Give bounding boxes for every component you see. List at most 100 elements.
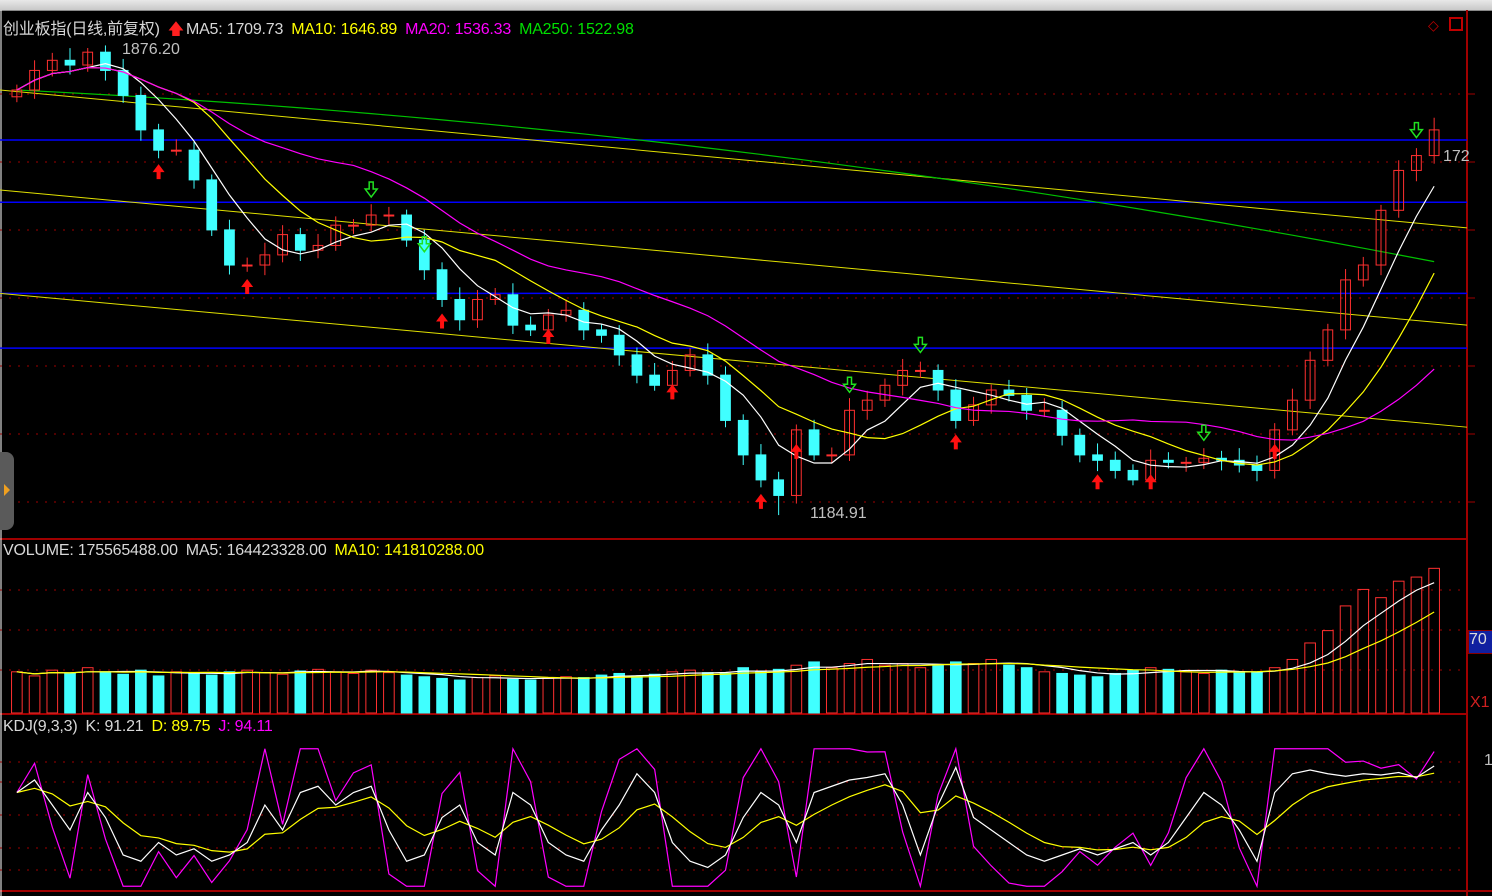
candle-body — [808, 429, 820, 456]
volume-bar — [1109, 672, 1122, 714]
volume-bar — [684, 669, 696, 714]
candle-body — [46, 59, 58, 71]
volume-bar — [489, 675, 502, 714]
main-header: 创业板指(日线,前复权) 🡅 MA5: 1709.73 MA10: 1646.89 MA… — [3, 15, 642, 45]
layout-icon[interactable] — [1449, 17, 1463, 31]
buy-arrow-icon — [436, 313, 449, 329]
volume-bar — [560, 676, 572, 714]
candle-body — [1287, 399, 1298, 431]
price-label: 172 — [1443, 148, 1470, 165]
candle-body — [702, 354, 714, 376]
candle-body — [1180, 461, 1192, 464]
candle-body — [100, 51, 111, 71]
volume-bar — [577, 677, 590, 714]
candle-body — [915, 369, 926, 372]
candle-body — [489, 294, 501, 300]
candle-body — [897, 369, 909, 386]
volume-bar — [312, 668, 324, 714]
volume-bar — [117, 673, 129, 714]
candle-body — [383, 214, 395, 217]
volume-bar — [879, 664, 891, 714]
volume-ma5: MA5: 164423328.00 — [185, 542, 327, 559]
volume-bar — [347, 672, 360, 714]
kdj-j-line — [16, 746, 1435, 889]
diamond-icon[interactable]: ◇ — [1428, 17, 1439, 33]
kdj-d-line — [16, 772, 1435, 853]
volume-bar — [188, 672, 200, 714]
candle-body — [1198, 457, 1210, 463]
volume-bar — [1286, 658, 1299, 714]
volume-bar — [1074, 674, 1086, 714]
candle-body — [773, 479, 785, 496]
buy-arrow-icon — [790, 443, 803, 459]
ma250-line — [16, 89, 1435, 263]
buy-arrow-icon — [1091, 474, 1104, 490]
candle-body — [720, 374, 731, 421]
volume-bar — [1038, 671, 1051, 714]
volume-bar — [825, 667, 838, 714]
buy-arrow-icon — [152, 164, 165, 180]
toolbar — [0, 0, 1492, 11]
candle-body — [1003, 389, 1015, 396]
buy-arrow-icon — [542, 329, 555, 345]
candle-body — [1039, 409, 1050, 412]
candle-body — [525, 324, 536, 331]
candle-body — [737, 419, 749, 456]
kdj-d: D: 89.75 — [151, 718, 211, 735]
ma20-value: MA20: 1536.33 — [405, 21, 512, 38]
sell-arrow-icon — [842, 376, 858, 394]
volume-bar — [507, 678, 519, 714]
candle-body — [188, 149, 200, 181]
volume-bar — [524, 679, 537, 714]
buy-arrow-icon — [1144, 474, 1157, 490]
volume-bar — [808, 661, 820, 714]
volume-bar — [772, 668, 785, 714]
candle-body — [1269, 429, 1281, 471]
ma5-value: MA5: 1709.73 — [185, 21, 284, 38]
trend-line — [0, 189, 1468, 326]
candle-body — [365, 214, 377, 226]
candle-body — [826, 454, 838, 457]
candle-body — [1109, 459, 1121, 471]
ma10-line — [16, 66, 1435, 466]
volume-bar — [1392, 580, 1405, 714]
candle-body — [1092, 454, 1103, 461]
volume-bar — [595, 674, 608, 714]
candle-body — [1074, 434, 1086, 456]
ma5-line — [16, 63, 1435, 468]
volume-bar — [276, 673, 289, 714]
sell-arrow-icon — [363, 181, 379, 199]
volume-bar — [170, 671, 183, 714]
buy-arrow-icon — [1268, 443, 1281, 459]
volume-bar — [1056, 672, 1068, 714]
buy-arrow-icon — [666, 384, 679, 400]
volume-ma10: MA10: 141810288.00 — [334, 542, 485, 559]
volume-bar — [294, 670, 307, 714]
volume-bar — [666, 671, 679, 714]
side-panel-toggle[interactable] — [0, 452, 14, 530]
candle-body — [507, 294, 519, 326]
candle-body — [418, 239, 430, 271]
volume-bar — [755, 671, 767, 714]
candle-body — [436, 269, 448, 300]
up-arrow-icon: 🡅 — [167, 21, 184, 38]
volume-bar — [843, 663, 856, 714]
volume-ma10-line — [16, 611, 1435, 679]
volume-bar — [1215, 669, 1228, 714]
volume-bar — [1180, 671, 1192, 714]
candle-body — [330, 224, 342, 246]
volume-bar — [949, 661, 962, 714]
volume-bar — [932, 664, 944, 714]
volume-bar — [99, 671, 112, 714]
volume-bar — [613, 672, 626, 714]
trend-line — [0, 89, 1468, 229]
volume-bar — [436, 677, 448, 714]
volume-bar — [329, 671, 342, 714]
candle-body — [1127, 469, 1139, 481]
candle-body — [259, 254, 271, 266]
volume-bar — [1091, 676, 1104, 714]
volume-bar — [46, 669, 59, 714]
trend-line — [0, 292, 1468, 428]
volume-bar — [259, 672, 271, 714]
